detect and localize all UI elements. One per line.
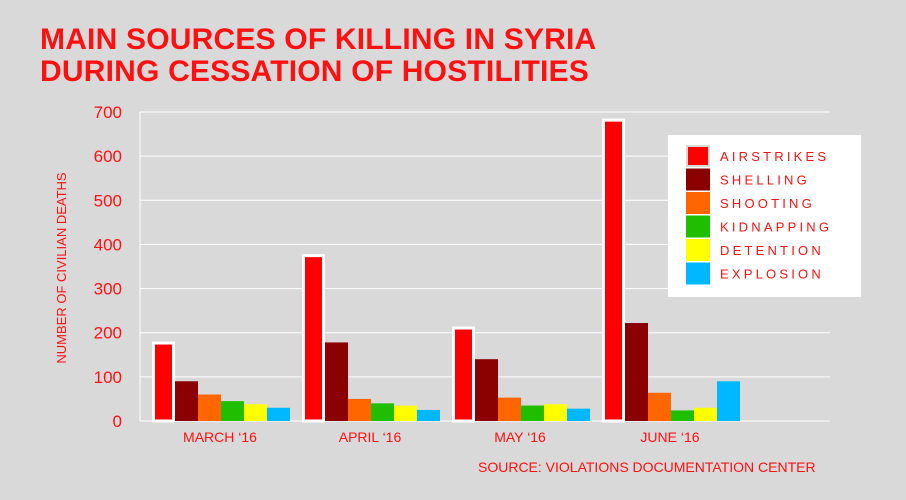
bar-explosion-2 (567, 408, 590, 421)
bars (152, 118, 740, 423)
bar-kidnapping-0 (221, 401, 244, 421)
chart-title: MAIN SOURCES OF KILLING IN SYRIA DURING … (40, 24, 596, 88)
bar-kidnapping-2 (521, 405, 544, 421)
bar-shelling-0 (175, 381, 198, 421)
legend-swatch-airstrikes (686, 145, 710, 167)
title-line-2: DURING CESSATION OF HOSTILITIES (40, 55, 589, 88)
x-tick-label: MAY ‘16 (494, 429, 546, 445)
bar-detention-3 (694, 407, 717, 421)
bar-shelling-1 (325, 342, 348, 421)
y-axis-ticks: 0 100 200 300 400 500 600 700 (94, 103, 122, 431)
bar-airstrikes-2 (452, 326, 475, 423)
legend-swatch-kidnapping (686, 215, 710, 238)
legend-swatch-shooting (686, 192, 710, 214)
y-tick-label: 100 (94, 368, 122, 387)
legend-swatch-shelling (686, 168, 710, 191)
bar-detention-0 (244, 404, 267, 421)
legend-label-detention: DETENTION (720, 243, 824, 258)
bar-shooting-1 (348, 398, 371, 421)
bar-explosion-0 (267, 407, 290, 421)
bar-shelling-2 (475, 359, 498, 421)
legend-label-airstrikes: AIRSTRIKES (720, 149, 829, 164)
legend-label-shooting: SHOOTING (720, 196, 815, 211)
bar-shelling-3 (625, 323, 648, 421)
bar-detention-2 (544, 404, 567, 421)
bar-airstrikes-1 (302, 254, 325, 423)
x-tick-label: MARCH ‘16 (183, 429, 257, 445)
bar-shooting-2 (498, 397, 521, 421)
source-note: SOURCE: VIOLATIONS DOCUMENTATION CENTER (478, 459, 816, 475)
bar-explosion-1 (417, 409, 440, 421)
bar-detention-1 (394, 405, 417, 421)
legend-label-shelling: SHELLING (720, 173, 810, 188)
y-tick-label: 600 (94, 147, 122, 166)
legend-label-kidnapping: KIDNAPPING (720, 220, 832, 235)
y-tick-label: 0 (113, 412, 122, 431)
bar-shooting-3 (648, 392, 671, 421)
bar-kidnapping-1 (371, 403, 394, 421)
bar-shooting-0 (198, 394, 221, 421)
y-tick-label: 300 (94, 280, 122, 299)
y-tick-label: 200 (94, 324, 122, 343)
x-tick-label: APRIL ‘16 (339, 429, 402, 445)
bar-explosion-3 (717, 381, 740, 421)
y-tick-label: 700 (94, 103, 122, 122)
x-tick-label: JUNE ‘16 (640, 429, 699, 445)
bar-kidnapping-3 (671, 410, 694, 421)
y-axis-label: NUMBER OF CIVILIAN DEATHS (54, 172, 69, 364)
bar-airstrikes-0 (152, 341, 175, 423)
y-tick-label: 500 (94, 191, 122, 210)
title-line-1: MAIN SOURCES OF KILLING IN SYRIA (40, 23, 597, 56)
legend-swatch-detention (686, 239, 710, 261)
x-axis-ticks: MARCH ‘16 APRIL ‘16 MAY ‘16 JUNE ‘16 (183, 429, 700, 445)
bar-airstrikes-3 (602, 118, 625, 423)
y-tick-label: 400 (94, 235, 122, 254)
legend-items: AIRSTRIKES SHELLING SHOOTING KIDNAPPING DETE… (686, 145, 832, 285)
legend-swatch-explosion (686, 262, 710, 285)
legend-label-explosion: EXPLOSION (720, 267, 824, 282)
